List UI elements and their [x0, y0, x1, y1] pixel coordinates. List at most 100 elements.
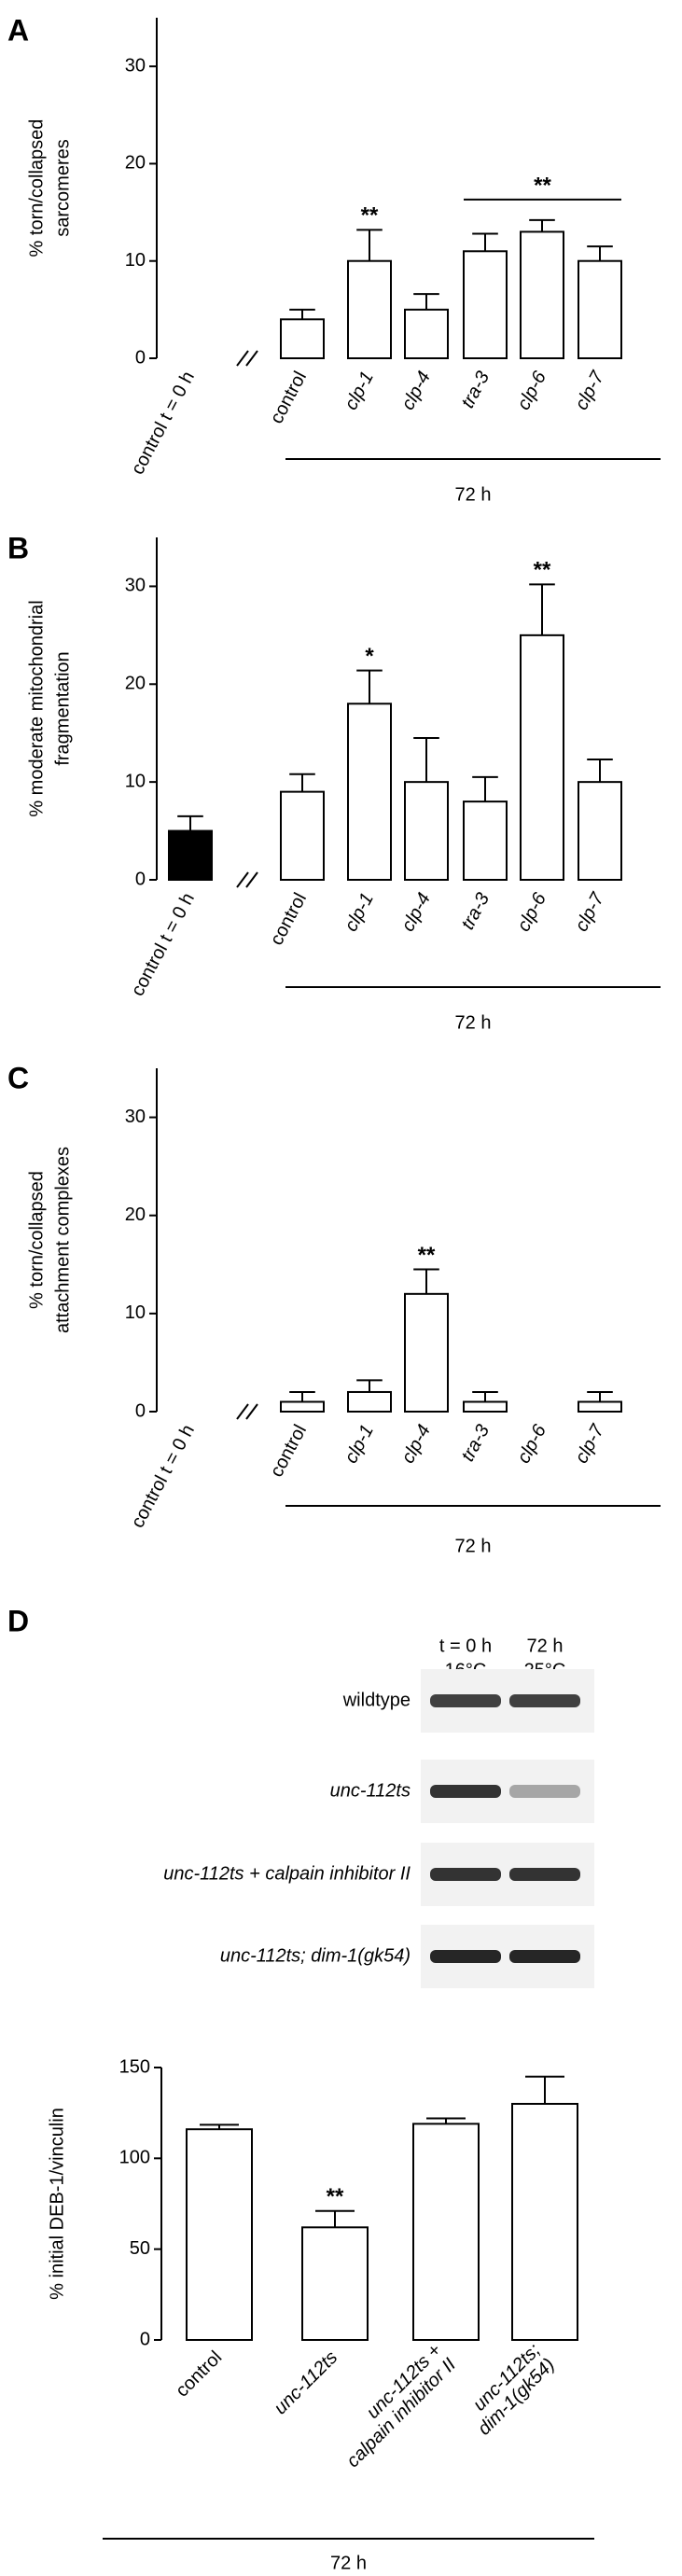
axis-break	[245, 350, 258, 367]
panel-label: A	[7, 13, 29, 47]
y-axis-label: sarcomeres	[52, 139, 73, 236]
blot-band	[509, 1785, 580, 1798]
y-tick-label: 0	[135, 1400, 146, 1421]
bar	[463, 1400, 508, 1413]
y-tick-label: 20	[125, 153, 146, 174]
x-tick-label: tra-3	[457, 368, 494, 411]
significance-marker: **	[534, 558, 551, 583]
axis-break	[236, 871, 249, 888]
significance-marker: **	[361, 203, 379, 229]
x-tick-label: clp-4	[397, 368, 435, 413]
x-tick-label: clp-7	[571, 368, 608, 413]
y-axis-label: % torn/collapsed	[26, 1171, 47, 1309]
bar	[463, 250, 508, 359]
y-tick-label: 0	[135, 869, 146, 889]
bar	[578, 1400, 622, 1413]
significance-marker: *	[365, 644, 374, 669]
y-tick-label: 10	[125, 771, 146, 791]
y-axis-label: fragmentation	[52, 651, 73, 765]
axis-break	[245, 871, 258, 888]
x-tick-label: clp-6	[513, 1421, 550, 1467]
x-tick-label: clp-6	[513, 368, 550, 413]
x-tick-label: tra-3	[457, 1421, 494, 1465]
y-tick-label: 30	[125, 576, 146, 596]
bar	[347, 1390, 392, 1413]
blot-band	[509, 1868, 580, 1881]
y-tick-label: 20	[125, 674, 146, 694]
blot-column-label: t = 0 h	[439, 1636, 492, 1656]
blot-band	[509, 1694, 580, 1707]
blot-band	[430, 1694, 501, 1707]
bar	[578, 259, 622, 360]
y-axis-label: % initial DEB-1/vinculin	[47, 2108, 67, 2300]
y-tick-label: 10	[125, 1302, 146, 1323]
bar	[404, 1292, 449, 1413]
bar	[280, 790, 325, 882]
y-tick-label: 0	[135, 347, 146, 368]
x-tick-label: control	[266, 1421, 311, 1480]
group-label: 72 h	[455, 1012, 492, 1033]
x-tick-label: clp-7	[571, 1421, 608, 1467]
bar	[301, 2226, 369, 2341]
y-axis-label: % moderate mitochondrial	[26, 600, 47, 816]
axis-break	[245, 1403, 258, 1420]
blot-band	[430, 1950, 501, 1963]
group-label: 72 h	[455, 484, 492, 505]
x-tick-label: control	[172, 2347, 226, 2402]
bar	[412, 2123, 480, 2342]
bar	[347, 259, 392, 360]
y-tick-label: 0	[140, 2329, 150, 2349]
x-tick-label: control t = 0 h	[127, 368, 199, 478]
x-tick-label: tra-3	[457, 889, 494, 933]
x-tick-label: control t = 0 h	[127, 1421, 199, 1531]
bar	[404, 781, 449, 882]
x-tick-label: clp-1	[341, 1421, 378, 1467]
bar	[511, 2102, 578, 2342]
x-tick-label: clp-4	[397, 1421, 435, 1467]
group-label: 72 h	[455, 1536, 492, 1556]
x-tick-label: control t = 0 h	[127, 889, 199, 999]
bar	[280, 1400, 325, 1413]
blot-row-label: wildtype	[342, 1690, 411, 1710]
bar	[520, 634, 564, 881]
y-tick-label: 20	[125, 1204, 146, 1225]
significance-marker: **	[534, 173, 551, 198]
y-tick-label: 30	[125, 1107, 146, 1127]
x-tick-label: clp-7	[571, 889, 608, 935]
bar	[347, 703, 392, 881]
group-label: 72 h	[330, 2553, 367, 2573]
x-tick-label: clp-1	[341, 889, 378, 935]
x-tick-label: unc-112ts	[271, 2347, 342, 2419]
blot-band	[430, 1868, 501, 1881]
bar	[186, 2128, 253, 2342]
y-tick-label: 100	[119, 2148, 150, 2168]
axis-break	[236, 1403, 249, 1420]
significance-marker: **	[418, 1243, 436, 1268]
bar	[520, 230, 564, 359]
x-tick-label: clp-6	[513, 889, 550, 935]
y-tick-label: 150	[119, 2056, 150, 2077]
panel-label: C	[7, 1061, 29, 1094]
blot-band	[509, 1950, 580, 1963]
blot-column-label: 72 h	[527, 1636, 564, 1656]
x-tick-label: control	[266, 368, 311, 426]
blot-row-label: unc-112ts	[330, 1780, 411, 1801]
panel-label: D	[7, 1604, 29, 1637]
panel-label: B	[7, 531, 29, 564]
significance-marker: **	[327, 2184, 344, 2209]
y-tick-label: 30	[125, 55, 146, 76]
bar	[463, 801, 508, 881]
axis-break	[236, 350, 249, 367]
y-tick-label: 10	[125, 250, 146, 271]
y-axis-label: attachment complexes	[52, 1147, 73, 1333]
bar	[168, 829, 213, 881]
blot-band	[430, 1785, 501, 1798]
y-tick-label: 50	[130, 2238, 150, 2259]
x-tick-label: clp-1	[341, 368, 378, 413]
x-tick-label: clp-4	[397, 889, 435, 935]
bar	[578, 781, 622, 882]
bar	[280, 318, 325, 359]
y-axis-label: % torn/collapsed	[26, 119, 47, 258]
x-tick-label: control	[266, 889, 311, 948]
